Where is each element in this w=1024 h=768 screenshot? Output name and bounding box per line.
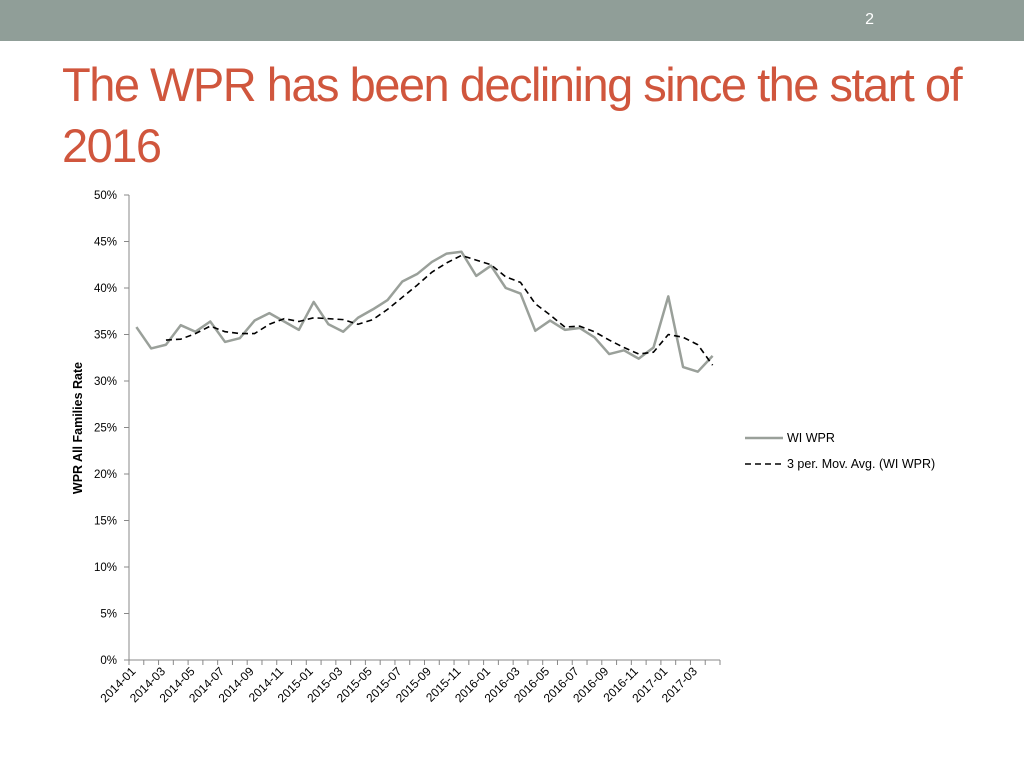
- y-tick-label: 5%: [100, 609, 117, 621]
- y-tick-label: 30%: [94, 376, 117, 388]
- y-tick-label: 0%: [100, 655, 117, 667]
- slide-number: 2: [865, 11, 874, 28]
- y-tick-label: 10%: [94, 562, 117, 574]
- slide-title: The WPR has been declining since the sta…: [62, 58, 963, 172]
- y-tick-label: 40%: [94, 283, 117, 295]
- top-bar: 2: [0, 0, 1024, 41]
- y-tick-label: 45%: [94, 237, 117, 249]
- y-tick-label: 50%: [94, 190, 117, 202]
- series-line-wi-wpr: [135, 250, 714, 373]
- legend: WI WPR 3 per. Mov. Avg. (WI WPR): [745, 431, 935, 471]
- y-tick-label: 35%: [94, 330, 117, 342]
- y-axis: 0% 5% 10% 15% 20% 25% 30% 35% 40% 45% 50%: [94, 190, 130, 667]
- y-tick-label: 25%: [94, 423, 117, 435]
- y-tick-label: 20%: [94, 469, 117, 481]
- legend-label-moving-average: 3 per. Mov. Avg. (WI WPR): [787, 457, 935, 471]
- legend-label-wi-wpr: WI WPR: [787, 431, 835, 445]
- series-line-moving-average: [165, 254, 714, 366]
- y-axis-label: WPR All Families Rate: [71, 362, 85, 494]
- series-lines: [135, 250, 714, 373]
- x-axis: 2014-012014-032014-052014-072014-092014-…: [97, 659, 721, 705]
- y-tick-label: 15%: [94, 516, 117, 528]
